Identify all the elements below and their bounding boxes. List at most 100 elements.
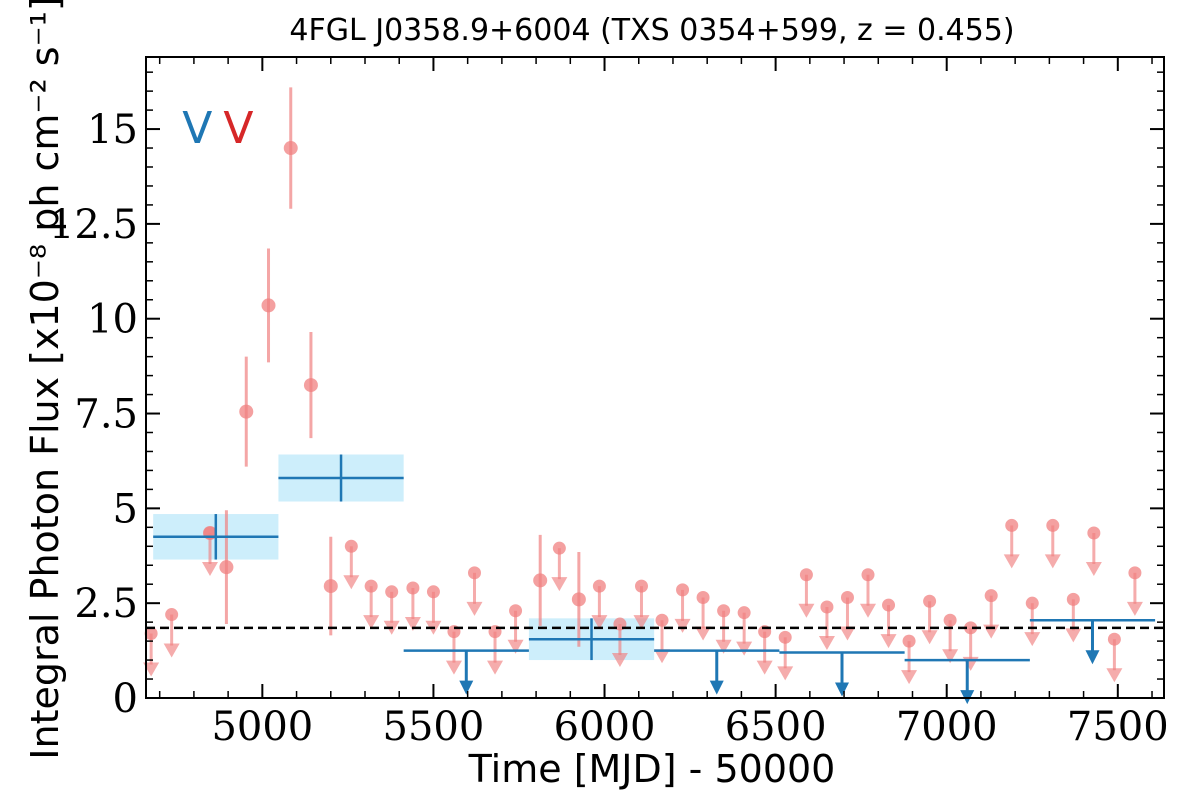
red-upper-limit-point bbox=[840, 590, 854, 604]
x-tick-label: 6500 bbox=[725, 704, 827, 750]
red-data-point bbox=[261, 298, 276, 313]
red-upper-limit-arrow-head bbox=[901, 670, 918, 685]
red-upper-limit-arrow-head bbox=[1126, 601, 1143, 616]
red-data-point bbox=[323, 579, 338, 594]
blue-upper-limit-arrow-head bbox=[709, 680, 724, 695]
x-tick-label: 6000 bbox=[554, 704, 656, 750]
red-data-point bbox=[283, 141, 298, 156]
red-upper-limit-point bbox=[144, 627, 158, 641]
x-tick-label: 5000 bbox=[211, 704, 313, 750]
red-upper-limit-arrow-head bbox=[363, 615, 380, 630]
y-tick-label: 2.5 bbox=[74, 581, 138, 627]
plot-frame bbox=[145, 56, 1165, 699]
red-upper-limit-point bbox=[1087, 526, 1101, 540]
red-upper-limit-point bbox=[902, 634, 916, 648]
red-upper-limit-arrow-head bbox=[591, 615, 608, 630]
red-upper-limit-arrow-head bbox=[695, 626, 712, 641]
red-upper-limit-point bbox=[1046, 518, 1060, 532]
axes: 5000 5500 6000 6500 7000 7500 0 2.5 5 7.5 10 12.5 15 bbox=[49, 57, 1169, 750]
red-upper-limit-arrow-head bbox=[1003, 554, 1020, 569]
blue-upper-limit-arrow-head bbox=[835, 682, 850, 697]
red-upper-limit-arrow-head bbox=[1085, 562, 1102, 577]
red-upper-limit-point bbox=[964, 621, 978, 635]
red-upper-limit-point bbox=[1107, 632, 1121, 646]
red-upper-limit-point bbox=[1005, 518, 1019, 532]
red-upper-limit-arrow-head bbox=[611, 653, 628, 668]
red-data-point bbox=[239, 404, 254, 419]
red-upper-limit-point bbox=[344, 539, 358, 553]
red-upper-limit-point bbox=[467, 566, 481, 580]
red-upper-limit-arrow-head bbox=[1106, 668, 1123, 683]
red-upper-limit-point bbox=[165, 608, 179, 622]
red-upper-limit-arrow-head bbox=[343, 575, 360, 590]
red-upper-limit-arrow-head bbox=[756, 660, 773, 675]
red-upper-limit-point bbox=[882, 598, 896, 612]
flare-marker-2: V bbox=[223, 103, 253, 154]
red-data-point bbox=[303, 378, 318, 393]
red-upper-limit-point bbox=[676, 583, 690, 597]
red-upper-limit-arrow-head bbox=[715, 639, 732, 654]
red-upper-limit-point bbox=[778, 630, 792, 644]
red-upper-limit-arrow-head bbox=[1044, 554, 1061, 569]
red-upper-limit-point bbox=[364, 579, 378, 593]
red-upper-limit-arrow-head bbox=[1065, 628, 1082, 643]
red-upper-limit-arrow-head bbox=[633, 615, 650, 630]
red-upper-limit-arrow-head bbox=[860, 603, 877, 618]
red-upper-limit-point bbox=[923, 594, 937, 608]
y-tick-label: 7.5 bbox=[74, 392, 138, 438]
red-upper-limit-arrow-head bbox=[143, 662, 160, 677]
red-upper-limit-point bbox=[592, 579, 606, 593]
y-axis-title: Integral Photon Flux [x10⁻⁸ ph cm⁻² s⁻¹] bbox=[23, 0, 67, 760]
red-upper-limit-arrow-head bbox=[163, 643, 180, 658]
red-upper-limit-arrow-head bbox=[674, 618, 691, 633]
red-upper-limit-arrow-head bbox=[798, 603, 815, 618]
red-data-point bbox=[533, 573, 548, 588]
x-tick-label: 5500 bbox=[383, 704, 485, 750]
red-data-point bbox=[571, 592, 586, 607]
blue-upper-limit-arrow-head bbox=[1085, 650, 1100, 665]
red-upper-limit-arrow-head bbox=[921, 630, 938, 645]
red-upper-limit-arrow-head bbox=[445, 660, 462, 675]
red-upper-limit-point bbox=[696, 590, 710, 604]
red-upper-limit-arrow-head bbox=[1024, 632, 1041, 647]
red-upper-limit-point bbox=[861, 568, 875, 582]
red-upper-limit-point bbox=[552, 541, 566, 555]
red-upper-limit-point bbox=[820, 600, 834, 614]
red-upper-limit-arrow-head bbox=[551, 577, 568, 592]
red-upper-limit-point bbox=[426, 585, 440, 599]
y-tick-label: 12.5 bbox=[49, 202, 138, 248]
red-upper-limit-arrow-head bbox=[404, 617, 421, 632]
red-upper-limit-point bbox=[509, 604, 523, 618]
red-upper-limit-point bbox=[943, 613, 957, 627]
red-upper-limit-point bbox=[717, 604, 731, 618]
y-tick-label: 0 bbox=[113, 676, 138, 722]
red-upper-limit-point bbox=[655, 613, 669, 627]
red-upper-limit-point bbox=[634, 579, 648, 593]
y-tick-label: 5 bbox=[113, 486, 138, 532]
y-tick-label: 10 bbox=[87, 297, 138, 343]
red-upper-limit-point bbox=[1128, 566, 1142, 580]
red-upper-limit-arrow-head bbox=[942, 649, 959, 664]
x-tick-label: 7000 bbox=[896, 704, 998, 750]
red-upper-limit-point bbox=[406, 581, 420, 595]
red-upper-limit-point bbox=[737, 606, 751, 620]
red-upper-limit-point bbox=[1066, 592, 1080, 606]
red-upper-limit-arrow-head bbox=[201, 562, 218, 577]
x-tick-label: 7500 bbox=[1067, 704, 1169, 750]
red-upper-limit-point bbox=[385, 585, 399, 599]
red-upper-limit-arrow-head bbox=[818, 635, 835, 650]
red-data-point bbox=[219, 560, 234, 575]
x-axis-title: Time [MJD] - 50000 bbox=[468, 747, 836, 791]
red-upper-limit-arrow-head bbox=[777, 666, 794, 681]
red-upper-limit-arrow-head bbox=[839, 626, 856, 641]
blue-upper-limit-arrow-head bbox=[459, 680, 474, 695]
y-tick-label: 15 bbox=[87, 107, 138, 153]
red-upper-limit-point bbox=[984, 589, 998, 603]
chart-title: 4FGL J0358.9+6004 (TXS 0354+599, z = 0.4… bbox=[289, 13, 1014, 48]
red-upper-limit-arrow-head bbox=[507, 639, 524, 654]
red-upper-limit-arrow-head bbox=[466, 601, 483, 616]
red-upper-limit-arrow-head bbox=[654, 649, 671, 664]
flare-marker-1: V bbox=[182, 103, 212, 154]
